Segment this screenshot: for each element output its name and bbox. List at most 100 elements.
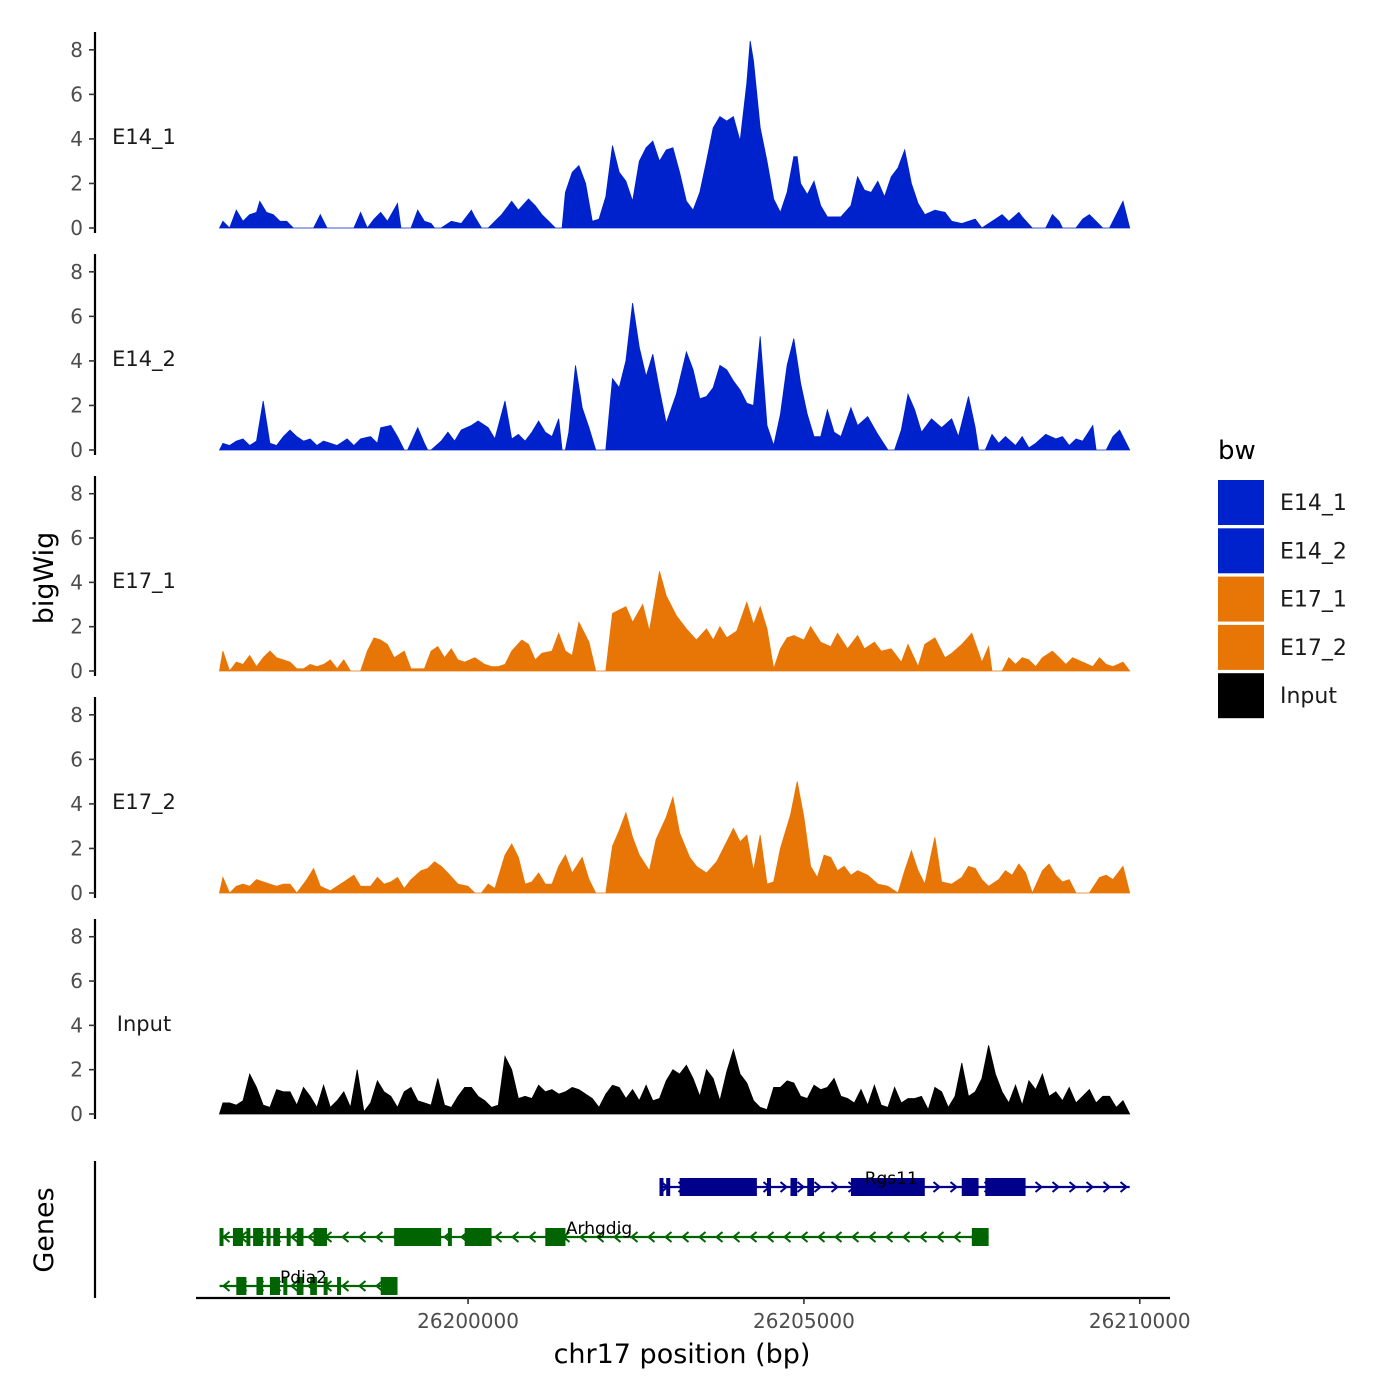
y-tick-label: 8	[70, 482, 83, 506]
exon	[296, 1228, 304, 1246]
legend-entry-E17_1: E17_1	[1218, 576, 1347, 622]
strand-arrow	[714, 1231, 724, 1243]
strand-arrow	[527, 1231, 537, 1243]
exon	[219, 1228, 224, 1246]
track-label: E17_1	[112, 569, 176, 594]
exon	[266, 1228, 271, 1246]
y-tick-label: 2	[70, 836, 83, 860]
x-axis: 26200000 26205000 26210000	[196, 1296, 1191, 1333]
strand-arrow	[1051, 1181, 1061, 1193]
coverage-area-E14_2	[218, 302, 1131, 451]
strand-arrow	[918, 1231, 928, 1243]
legend-swatch	[1218, 480, 1264, 525]
gene-label: Rgs11	[865, 1169, 918, 1189]
exon	[286, 1228, 291, 1246]
y-tick-label: 6	[70, 969, 83, 993]
y-tick-label: 2	[70, 1058, 83, 1082]
legend-label: E17_2	[1280, 636, 1347, 661]
exon	[545, 1228, 566, 1246]
strand-arrow	[340, 1231, 350, 1243]
y-tick-label: 8	[70, 703, 83, 727]
track-E14_2: 0 2 4 6 8 E14_2	[70, 254, 1131, 462]
strand-arrow	[221, 1280, 231, 1292]
y-tick-label: 8	[70, 260, 83, 284]
strand-arrow	[935, 1231, 945, 1243]
legend-entry-E14_1: E14_1	[1218, 480, 1347, 525]
strand-arrow	[357, 1280, 367, 1292]
y-tick-label: 2	[70, 171, 83, 195]
strand-arrow	[1119, 1181, 1129, 1193]
exon	[337, 1277, 342, 1295]
y-tick-label: 2	[70, 615, 83, 639]
y-tick-label: 4	[70, 127, 83, 151]
strand-arrow	[782, 1231, 792, 1243]
legend-label: E14_2	[1280, 539, 1347, 564]
coverage-area-E17_1	[219, 571, 1131, 672]
gene-Arhgdig: Arhgdig	[219, 1219, 989, 1246]
y-tick-label: 8	[70, 38, 83, 62]
strand-arrow	[952, 1231, 962, 1243]
exon	[666, 1178, 671, 1196]
exon	[246, 1228, 251, 1246]
exon	[447, 1228, 452, 1246]
exon	[256, 1277, 264, 1295]
exon	[985, 1178, 1026, 1196]
strand-arrow	[340, 1280, 350, 1292]
x-tick-label: 26210000	[1089, 1309, 1191, 1333]
strand-arrow	[1085, 1181, 1095, 1193]
strand-arrow	[949, 1181, 959, 1193]
exon	[296, 1277, 304, 1295]
exon	[971, 1228, 989, 1246]
strand-arrow	[595, 1231, 605, 1243]
track-E17_2: 0 2 4 6 8 E17_2	[70, 697, 1131, 905]
strand-arrow	[799, 1231, 809, 1243]
exon	[659, 1178, 664, 1196]
strand-arrow	[1034, 1181, 1044, 1193]
legend-swatch	[1218, 576, 1264, 622]
track-Input: 0 2 4 6 8 Input	[70, 919, 1131, 1126]
exon	[273, 1228, 280, 1246]
y-tick-label: 6	[70, 526, 83, 550]
strand-arrow	[1068, 1181, 1078, 1193]
exon	[380, 1277, 398, 1295]
coverage-area-Input	[218, 1045, 1131, 1115]
strand-arrow	[901, 1231, 911, 1243]
exon	[790, 1178, 798, 1196]
exon	[253, 1228, 264, 1246]
coverage-tracks: 0 2 4 6 8 E14_1 0 2 4 6 8 E14_2 0 2 4 6 8 E17_1 0 2 4 6 8 E17_2…	[70, 32, 1131, 1126]
strand-arrow	[612, 1231, 622, 1243]
strand-arrow	[796, 1181, 806, 1193]
strand-arrow	[765, 1231, 775, 1243]
legend-swatch	[1218, 528, 1264, 574]
strand-arrow	[306, 1231, 316, 1243]
strand-arrow	[816, 1231, 826, 1243]
genes-axis-title: Genes	[29, 1187, 60, 1272]
x-axis-title: chr17 position (bp)	[554, 1339, 811, 1370]
y-axis-title: bigWig	[29, 532, 60, 625]
track-label: Input	[117, 1012, 171, 1036]
legend-label: Input	[1280, 684, 1337, 709]
y-tick-label: 0	[70, 438, 83, 462]
strand-arrow	[663, 1231, 673, 1243]
strand-arrow	[374, 1231, 384, 1243]
exon	[323, 1277, 328, 1295]
exon	[807, 1178, 814, 1196]
track-label: E14_2	[112, 347, 176, 372]
legend-entry-Input: Input	[1218, 673, 1337, 719]
legend-swatch	[1218, 673, 1264, 719]
strand-arrow	[830, 1181, 840, 1193]
track-E17_1: 0 2 4 6 8 E17_1	[70, 476, 1131, 683]
legend-label: E14_1	[1280, 491, 1347, 516]
strand-arrow	[493, 1231, 503, 1243]
exon	[394, 1228, 442, 1246]
y-tick-label: 4	[70, 792, 83, 816]
exon	[236, 1277, 247, 1295]
gene-label: Arhgdig	[566, 1219, 632, 1239]
y-tick-label: 2	[70, 393, 83, 417]
strand-arrow	[731, 1231, 741, 1243]
strand-arrow	[629, 1231, 639, 1243]
strand-arrow	[289, 1280, 299, 1292]
strand-arrow	[697, 1231, 707, 1243]
strand-arrow	[289, 1231, 299, 1243]
